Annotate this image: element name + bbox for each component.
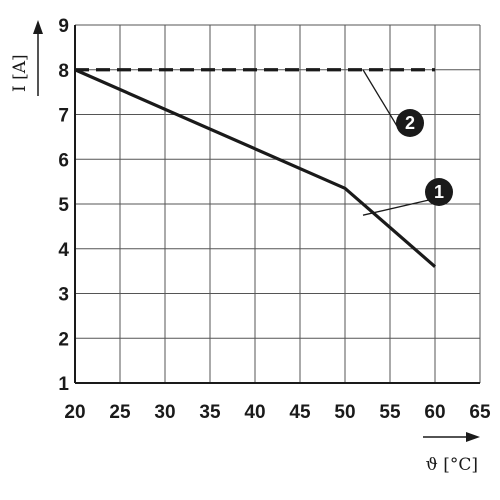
y-tick-label: 1 xyxy=(58,374,69,395)
marker-leader-2 xyxy=(362,69,401,132)
series-line-1 xyxy=(74,68,437,268)
marker-label-2: 2 xyxy=(405,113,415,133)
x-tick-label: 65 xyxy=(469,402,491,423)
x-tick-label: 50 xyxy=(334,402,355,423)
x-tick-label: 25 xyxy=(109,402,131,423)
x-tick-label: 30 xyxy=(154,402,175,423)
y-tick-label: 9 xyxy=(58,16,69,37)
x-tick-label: 60 xyxy=(424,402,445,423)
y-tick-label: 3 xyxy=(58,285,69,306)
y-axis-label: I [A] xyxy=(10,54,30,92)
marker-dot-2 xyxy=(396,109,424,137)
grid xyxy=(74,24,481,384)
y-axis-label-group: I [A] xyxy=(10,20,43,96)
marker-label-1: 1 xyxy=(434,182,444,202)
plot-frame xyxy=(74,25,480,384)
x-tick-label: 40 xyxy=(244,402,265,423)
series-lines xyxy=(74,68,437,268)
x-tick-label: 45 xyxy=(289,402,311,423)
x-tick-label: 20 xyxy=(64,402,85,423)
x-tick-labels: 20 25 30 35 40 45 50 55 60 65 xyxy=(64,402,491,423)
marker-dot-1 xyxy=(425,178,453,206)
x-axis-arrow-head xyxy=(466,432,480,442)
x-tick-label: 35 xyxy=(199,402,221,423)
marker-leader-1 xyxy=(362,199,430,216)
series-markers: 12 xyxy=(362,69,453,216)
y-axis-arrow-head xyxy=(33,20,43,34)
y-tick-label: 2 xyxy=(58,329,69,350)
y-tick-labels: 1 2 3 4 5 6 7 8 9 xyxy=(58,16,69,395)
y-tick-label: 8 xyxy=(58,61,69,82)
x-axis-label-group: ϑ [°C] xyxy=(423,432,480,475)
y-tick-label: 7 xyxy=(58,106,69,127)
y-tick-label: 6 xyxy=(58,150,69,171)
x-axis-label: ϑ [°C] xyxy=(426,455,478,475)
y-tick-label: 4 xyxy=(58,240,69,261)
x-tick-label: 55 xyxy=(379,402,401,423)
y-tick-label: 5 xyxy=(58,195,69,216)
